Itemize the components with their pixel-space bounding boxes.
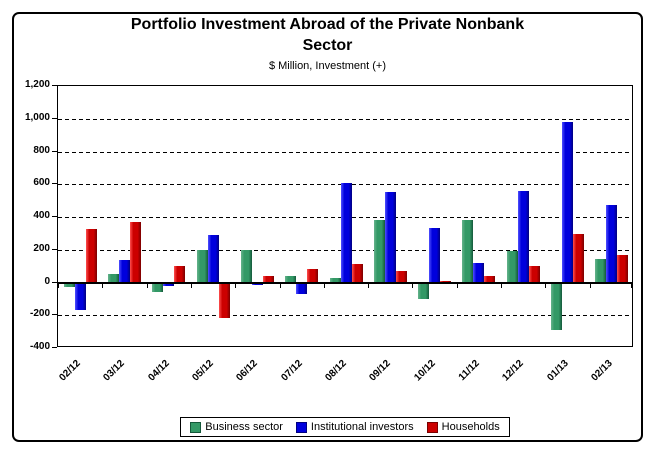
bar-business-sector-01/13	[551, 282, 563, 330]
bar-institutional-investors-04/12	[163, 282, 175, 286]
y-tick	[52, 314, 57, 316]
y-axis-label: 400	[33, 210, 50, 221]
x-tick	[58, 282, 59, 288]
x-tick	[631, 282, 632, 288]
x-tick	[412, 282, 414, 288]
chart-title-line1: Portfolio Investment Abroad of the Priva…	[130, 16, 525, 33]
bar-households-12/12	[528, 266, 540, 283]
bar-business-sector-02/12	[63, 282, 75, 288]
bar-business-sector-09/12	[373, 220, 385, 283]
x-tick	[190, 282, 192, 288]
x-tick	[323, 282, 325, 288]
chart-title-line2: Sector	[302, 37, 353, 54]
bar-households-02/12	[85, 229, 97, 283]
legend-box: Business sector Institutional investors Ho…	[180, 417, 510, 437]
legend-item-households: Households	[426, 421, 500, 433]
legend-label: Households	[441, 421, 500, 433]
bar-households-01/13	[573, 234, 585, 283]
y-axis-label: 1,200	[24, 79, 50, 90]
x-tick	[279, 282, 281, 288]
x-tick	[456, 282, 458, 288]
x-tick	[501, 282, 503, 288]
y-tick	[52, 248, 57, 250]
gridline--200	[58, 315, 632, 317]
bar-households-11/12	[484, 275, 496, 283]
legend: Business sector Institutional investors Ho…	[57, 417, 633, 437]
bar-institutional-investors-07/12	[296, 282, 308, 294]
y-axis-label: 800	[33, 144, 50, 156]
legend-label: Institutional investors	[310, 421, 414, 433]
bar-households-06/12	[262, 275, 274, 283]
y-tick	[52, 117, 57, 119]
x-tick	[545, 282, 547, 288]
bar-households-02/13	[617, 255, 629, 283]
y-tick	[52, 216, 57, 217]
bar-institutional-investors-01/13	[562, 122, 574, 283]
bar-business-sector-12/12	[506, 251, 518, 283]
bar-business-sector-03/12	[107, 274, 119, 283]
bar-households-08/12	[351, 264, 363, 283]
bar-institutional-investors-11/12	[473, 262, 485, 283]
legend-swatch-icon	[190, 421, 202, 433]
x-axis-zero-line	[58, 281, 632, 284]
bar-households-07/12	[307, 269, 319, 283]
legend-swatch-icon	[295, 421, 307, 433]
bar-households-04/12	[174, 266, 186, 283]
y-tick	[52, 150, 57, 152]
bar-institutional-investors-09/12	[384, 192, 396, 283]
bar-business-sector-08/12	[329, 278, 341, 283]
bar-business-sector-10/12	[418, 282, 430, 299]
y-axis-label: 600	[33, 177, 50, 189]
bar-business-sector-04/12	[152, 282, 164, 293]
legend-swatch-icon	[426, 421, 438, 433]
bar-households-05/12	[218, 282, 230, 318]
bar-households-09/12	[395, 271, 407, 283]
legend-item-institutional-investors: Institutional investors	[295, 421, 414, 433]
y-tick	[52, 85, 57, 86]
y-axis-label: -400	[29, 341, 50, 352]
bar-institutional-investors-03/12	[118, 259, 130, 283]
bar-business-sector-11/12	[462, 220, 474, 283]
bar-institutional-investors-06/12	[251, 282, 263, 285]
x-tick	[368, 282, 370, 288]
gridline-1000	[58, 118, 632, 120]
y-axis-label: 200	[33, 242, 50, 254]
x-tick	[235, 282, 237, 288]
bar-households-03/12	[129, 221, 141, 283]
bar-business-sector-05/12	[196, 249, 208, 283]
x-tick	[146, 282, 148, 288]
bar-institutional-investors-12/12	[517, 190, 529, 283]
y-tick	[52, 183, 57, 185]
bar-institutional-investors-08/12	[340, 182, 352, 283]
legend-item-business-sector: Business sector	[190, 421, 283, 433]
y-axis-label: 0	[44, 275, 50, 287]
y-axis-label: 1,000	[24, 111, 50, 123]
bar-business-sector-07/12	[285, 275, 297, 283]
bar-institutional-investors-05/12	[207, 235, 219, 283]
bar-institutional-investors-02/13	[606, 204, 618, 283]
legend-label: Business sector	[205, 421, 283, 433]
bar-institutional-investors-02/12	[74, 282, 86, 311]
y-tick	[52, 347, 57, 348]
plot-area	[57, 85, 633, 347]
x-tick	[102, 282, 104, 288]
bar-business-sector-06/12	[240, 249, 252, 283]
y-tick	[52, 281, 57, 283]
gridline-800	[58, 151, 632, 153]
bar-business-sector-02/13	[595, 258, 607, 283]
bar-institutional-investors-10/12	[429, 228, 441, 283]
x-tick	[589, 282, 591, 288]
chart-subtitle: $ Million, Investment (+)	[268, 60, 387, 72]
y-axis-label: -200	[29, 308, 50, 320]
